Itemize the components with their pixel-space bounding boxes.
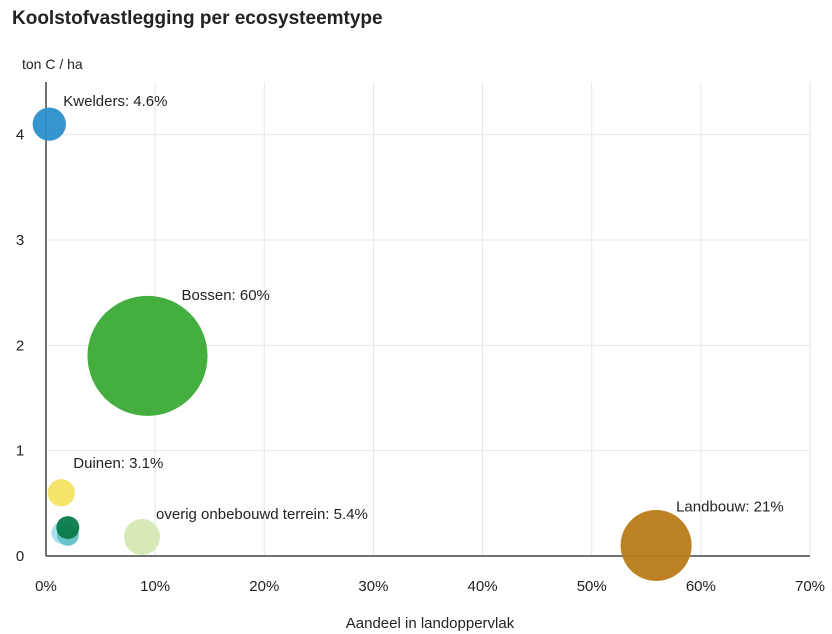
bubble xyxy=(621,510,692,581)
x-tick-label: 60% xyxy=(686,578,716,595)
bubble xyxy=(48,479,75,506)
bubble xyxy=(56,516,79,539)
y-tick-label: 3 xyxy=(16,232,24,249)
bubble-label: Duinen: 3.1% xyxy=(73,455,163,472)
y-tick-label: 1 xyxy=(16,443,24,460)
x-tick-label: 50% xyxy=(577,578,607,595)
bubble xyxy=(33,108,66,141)
y-tick-label: 4 xyxy=(16,127,24,144)
bubble-label: overig onbebouwd terrein: 5.4% xyxy=(156,506,368,523)
bubble xyxy=(124,519,160,555)
x-tick-label: 40% xyxy=(468,578,498,595)
bubble-label: Kwelders: 4.6% xyxy=(63,93,167,110)
x-tick-label: 0% xyxy=(35,578,57,595)
x-tick-label: 30% xyxy=(358,578,388,595)
y-tick-label: 2 xyxy=(16,337,24,354)
x-tick-label: 10% xyxy=(140,578,170,595)
y-tick-label: 0 xyxy=(16,548,24,565)
x-tick-label: 20% xyxy=(249,578,279,595)
x-tick-label: 70% xyxy=(795,578,825,595)
bubble xyxy=(87,296,207,416)
bubble-label: Bossen: 60% xyxy=(182,287,270,304)
bubble-label: Landbouw: 21% xyxy=(676,498,784,515)
x-axis-label: Aandeel in landoppervlak xyxy=(346,615,515,632)
